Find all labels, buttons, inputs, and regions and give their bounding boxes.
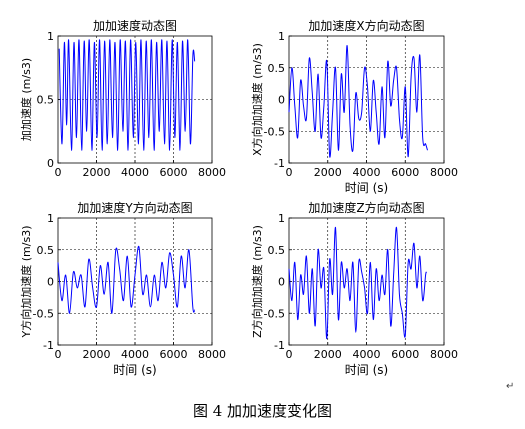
x-tick-label: 8000 bbox=[198, 166, 226, 179]
chart-panel-2: 0 2000 4000 6000 8000 -1 -0.5 0 0.5 1 加加速度X方向动态图时间… bbox=[250, 18, 458, 195]
x-tick-label: 2000 bbox=[83, 166, 111, 179]
x-tick-label: 2000 bbox=[314, 166, 342, 179]
x-axis-label: 时间 (s) bbox=[345, 363, 388, 377]
x-tick-label: 4000 bbox=[353, 348, 381, 361]
y-tick-label: 0.5 bbox=[268, 62, 286, 75]
series-line-1 bbox=[57, 245, 196, 314]
figure-caption: 图 4 加加速度变化图 bbox=[192, 402, 333, 420]
y-tick-label: 1 bbox=[278, 212, 285, 225]
x-tick-label: 2000 bbox=[83, 348, 111, 361]
x-tick-label: 4000 bbox=[353, 166, 381, 179]
paragraph-mark: ↵ bbox=[506, 381, 515, 392]
y-axis-label: X方向加加速度 (m/s3) bbox=[250, 43, 264, 156]
x-tick-label: 8000 bbox=[430, 348, 458, 361]
y-tick-label: -1 bbox=[274, 339, 285, 352]
x-tick-label: 2000 bbox=[314, 348, 342, 361]
x-tick-label: 0 bbox=[286, 166, 293, 179]
series-line-1 bbox=[288, 226, 428, 340]
y-tick-label: 0.5 bbox=[37, 94, 55, 107]
chart-title: 加加速度X方向动态图 bbox=[308, 18, 424, 33]
chart-title: 加加速度动态图 bbox=[93, 18, 177, 33]
x-tick-label: 0 bbox=[286, 348, 293, 361]
y-tick-label: -0.5 bbox=[264, 307, 285, 320]
y-tick-label: 0 bbox=[278, 94, 285, 107]
y-tick-label: 0.5 bbox=[268, 244, 286, 257]
y-tick-label: 0 bbox=[47, 157, 54, 170]
x-axis-label: 时间 (s) bbox=[113, 363, 156, 377]
y-tick-label: 0 bbox=[47, 276, 54, 289]
y-axis-label: Y方向加加速度 (m/s3) bbox=[19, 226, 33, 339]
x-tick-label: 0 bbox=[55, 348, 62, 361]
chart-panel-3: 0 2000 4000 6000 8000 -1 -0.5 0 0.5 1 加加速度Y方向动态图时间… bbox=[19, 200, 226, 377]
y-axis-label: 加加速度 (m/s3) bbox=[19, 58, 33, 141]
y-tick-label: -1 bbox=[274, 157, 285, 170]
y-tick-label: 0.5 bbox=[37, 244, 55, 257]
y-axis-label: Z方向加加速度 (m/s3) bbox=[250, 225, 264, 338]
y-tick-label: -0.5 bbox=[264, 125, 285, 138]
x-tick-label: 6000 bbox=[160, 348, 188, 361]
y-tick-label: -0.5 bbox=[33, 307, 54, 320]
series-line-1 bbox=[58, 39, 196, 151]
y-tick-label: 1 bbox=[278, 30, 285, 43]
x-tick-label: 4000 bbox=[121, 348, 149, 361]
x-tick-label: 6000 bbox=[391, 348, 419, 361]
x-tick-label: 4000 bbox=[121, 166, 149, 179]
x-tick-label: 6000 bbox=[160, 166, 188, 179]
x-tick-label: 6000 bbox=[391, 166, 419, 179]
x-tick-label: 8000 bbox=[198, 348, 226, 361]
chart-title: 加加速度Z方向动态图 bbox=[308, 200, 424, 215]
chart-panel-4: 0 2000 4000 6000 8000 -1 -0.5 0 0.5 1 加加速度Z方向动态图时间… bbox=[250, 200, 458, 377]
y-tick-label: 1 bbox=[47, 212, 54, 225]
x-tick-label: 0 bbox=[55, 166, 62, 179]
y-tick-label: 1 bbox=[47, 30, 54, 43]
x-tick-label: 8000 bbox=[430, 166, 458, 179]
y-tick-label: 0 bbox=[278, 276, 285, 289]
x-axis-label: 时间 (s) bbox=[345, 181, 388, 195]
chart-title: 加加速度Y方向动态图 bbox=[77, 200, 192, 215]
y-tick-label: -1 bbox=[43, 339, 54, 352]
series-line-1 bbox=[288, 44, 428, 158]
